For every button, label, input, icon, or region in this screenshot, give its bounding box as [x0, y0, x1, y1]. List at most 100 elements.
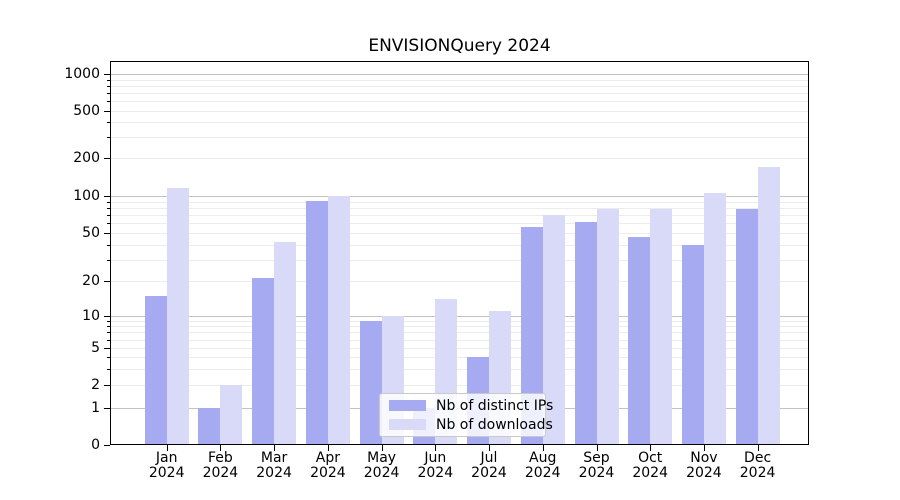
gridline-major — [111, 316, 808, 317]
gridline-minor — [111, 357, 808, 358]
gridline-minor — [111, 111, 808, 112]
gridline-minor — [111, 348, 808, 349]
y-tick-mark — [104, 281, 110, 282]
x-tick-mark — [596, 445, 598, 451]
x-tick-mark — [381, 445, 383, 451]
bar-downloads — [166, 188, 189, 445]
y-minor-tick-mark — [107, 245, 110, 246]
legend-swatch-downloads — [389, 419, 426, 430]
gridline-minor — [111, 93, 808, 94]
y-minor-tick-mark — [107, 86, 110, 87]
y-tick-label: 50 — [82, 225, 100, 241]
y-tick-mark — [104, 233, 110, 234]
y-minor-tick-mark — [107, 326, 110, 327]
bar-downloads — [220, 385, 243, 445]
y-minor-tick-mark — [107, 202, 110, 203]
gridline-minor — [111, 321, 808, 322]
y-tick-mark — [104, 316, 110, 317]
y-tick-mark — [104, 111, 110, 112]
legend: Nb of distinct IPs Nb of downloads — [379, 393, 553, 437]
x-tick-mark — [757, 445, 759, 451]
y-minor-tick-mark — [107, 93, 110, 94]
bar-distinct-ips — [628, 237, 651, 445]
gridline-minor — [111, 281, 808, 282]
gridline-minor — [111, 385, 808, 386]
gridline-minor — [111, 86, 808, 87]
gridline-minor — [111, 101, 808, 102]
x-tick-label: Apr 2024 — [310, 450, 346, 481]
legend-item-downloads: Nb of downloads — [389, 415, 553, 434]
gridline-minor — [111, 326, 808, 327]
y-minor-tick-mark — [107, 122, 110, 123]
y-tick-mark — [104, 348, 110, 349]
legend-swatch-distinct-ips — [389, 400, 426, 411]
y-minor-tick-mark — [107, 260, 110, 261]
bar-distinct-ips — [359, 320, 382, 445]
x-tick-label: Jun 2024 — [417, 450, 454, 481]
gridline-major — [111, 196, 808, 197]
y-minor-tick-mark — [107, 137, 110, 138]
y-minor-tick-mark — [107, 215, 110, 216]
bar-distinct-ips — [305, 200, 328, 445]
gridline-minor — [111, 260, 808, 261]
y-tick-label: 1000 — [64, 66, 100, 82]
x-tick-mark — [435, 445, 437, 451]
y-minor-tick-mark — [107, 340, 110, 341]
y-tick-mark — [104, 74, 110, 75]
x-tick-mark — [166, 445, 168, 451]
x-tick-label: Sep 2024 — [578, 450, 615, 481]
y-minor-tick-mark — [107, 101, 110, 102]
bar-distinct-ips — [520, 227, 543, 445]
x-tick-mark — [220, 445, 222, 451]
x-tick-label: Aug 2024 — [524, 450, 561, 481]
x-tick-mark — [703, 445, 705, 451]
y-tick-label: 5 — [91, 340, 100, 356]
x-tick-label: Oct 2024 — [632, 450, 668, 481]
bar-distinct-ips — [681, 244, 704, 445]
gridline-minor — [111, 340, 808, 341]
bar-downloads — [703, 193, 726, 445]
bar-downloads — [650, 209, 673, 445]
bar-distinct-ips — [252, 278, 275, 445]
x-tick-label: May 2024 — [363, 450, 400, 481]
y-minor-tick-mark — [107, 332, 110, 333]
y-tick-label: 0 — [91, 437, 100, 453]
bar-downloads — [757, 166, 780, 445]
y-minor-tick-mark — [107, 321, 110, 322]
bar-distinct-ips — [198, 408, 221, 445]
bar-downloads — [596, 209, 619, 445]
y-tick-label: 500 — [73, 103, 100, 119]
x-tick-label: Jul 2024 — [471, 450, 507, 481]
x-tick-mark — [274, 445, 276, 451]
y-minor-tick-mark — [107, 369, 110, 370]
y-minor-tick-mark — [107, 80, 110, 81]
bar-downloads — [542, 215, 565, 445]
bar-distinct-ips — [144, 295, 167, 445]
y-tick-label: 10 — [82, 308, 100, 324]
y-minor-tick-mark — [107, 223, 110, 224]
gridline-minor — [111, 369, 808, 370]
x-tick-mark — [327, 445, 329, 451]
y-minor-tick-mark — [107, 208, 110, 209]
bar-downloads — [327, 196, 350, 445]
y-tick-mark — [104, 408, 110, 409]
x-tick-mark — [650, 445, 652, 451]
x-tick-label: Nov 2024 — [686, 450, 722, 481]
x-tick-label: Jan 2024 — [148, 450, 185, 481]
gridline-minor — [111, 223, 808, 224]
y-tick-mark — [104, 385, 110, 386]
bar-downloads — [274, 242, 297, 445]
y-tick-label: 1 — [91, 400, 100, 416]
y-tick-mark — [104, 445, 110, 446]
gridline-minor — [111, 122, 808, 123]
y-tick-mark — [104, 196, 110, 197]
gridline-minor — [111, 215, 808, 216]
y-tick-label: 100 — [73, 188, 100, 204]
gridline-minor — [111, 202, 808, 203]
bar-distinct-ips — [735, 209, 758, 445]
gridline-major — [111, 74, 808, 75]
y-minor-tick-mark — [107, 357, 110, 358]
legend-label-distinct-ips: Nb of distinct IPs — [436, 397, 554, 414]
gridline-minor — [111, 233, 808, 234]
x-tick-label: Feb 2024 — [202, 450, 239, 481]
